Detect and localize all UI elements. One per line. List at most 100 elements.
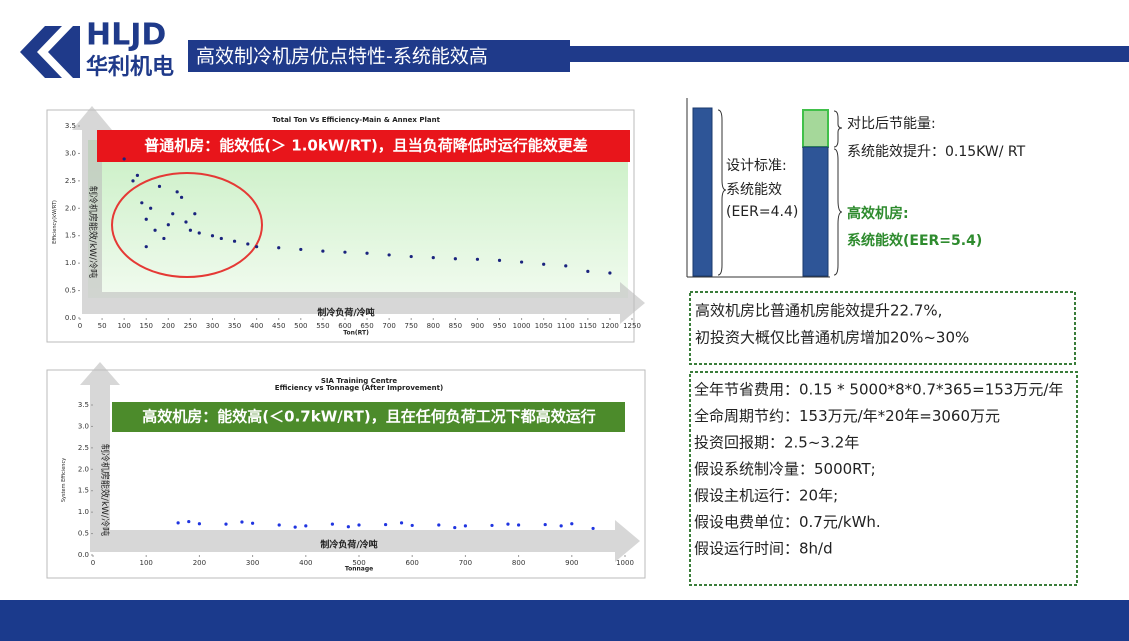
data-point xyxy=(543,522,547,527)
data-point xyxy=(608,271,612,275)
x-tick-label: 900 xyxy=(471,322,484,330)
x-tick-label: 350 xyxy=(228,322,241,330)
design-bar xyxy=(692,107,713,277)
annotation-banner xyxy=(97,130,630,162)
annotation: 高效机房：能效高(＜0.7kW/RT)，且在任何负荷工况下都高效运行 xyxy=(142,408,595,426)
efficient-bar xyxy=(802,146,829,277)
data-point xyxy=(387,253,391,257)
x-tick-label: 300 xyxy=(206,322,219,330)
annotation: 普通机房：能效低(＞ 1.0kW/RT)，且当负荷降低时运行能效更差 xyxy=(144,137,588,155)
data-point xyxy=(277,246,281,250)
data-point xyxy=(131,179,135,183)
diagram-label: 系统能效(EER=5.4) xyxy=(847,232,982,249)
y-tick-label: 3.5 xyxy=(78,401,89,409)
note-line: 全年节省费用：0.15 * 5000*8*0.7*365=153万元/年 xyxy=(694,381,1063,399)
data-point xyxy=(144,245,148,249)
highlight-circle xyxy=(111,172,263,278)
y-axis-label: System Efficiency xyxy=(61,458,67,502)
note-line: 初投资大概仅比普通机房增加20%~30% xyxy=(695,329,969,347)
x-tick-label: 550 xyxy=(316,322,329,330)
diagram-label: 对比后节能量: xyxy=(847,116,936,132)
diagram-label: 系统能效提升：0.15KW/ RT xyxy=(847,144,1026,160)
x-tick-label: 0 xyxy=(91,559,95,567)
x-axis-label: Ton(RT) xyxy=(343,330,369,337)
note-line: 全命周期节约：153万元/年*20年=3060万元 xyxy=(694,407,1000,425)
data-point xyxy=(357,523,361,527)
data-point xyxy=(166,223,170,227)
data-point xyxy=(520,260,524,264)
axis-arrows xyxy=(80,362,640,562)
annotation-banner xyxy=(112,402,625,432)
data-point xyxy=(179,195,184,199)
data-point xyxy=(384,522,388,527)
axis-arrows xyxy=(72,106,645,324)
data-point xyxy=(246,242,250,246)
x-tick-label: 700 xyxy=(382,322,395,330)
x-tick-label: 800 xyxy=(427,322,440,330)
data-point xyxy=(149,206,153,210)
x-tick-label: 950 xyxy=(493,322,506,330)
x-tick-label: 100 xyxy=(140,559,153,567)
x-axis-label-cn: 制冷负荷/冷吨 xyxy=(320,539,377,551)
data-point xyxy=(431,256,435,260)
x-tick-label: 1100 xyxy=(557,322,575,330)
data-point xyxy=(437,523,441,527)
x-tick-label: 600 xyxy=(338,322,351,330)
data-point xyxy=(193,212,197,216)
data-point xyxy=(299,247,303,252)
x-tick-label: 400 xyxy=(299,559,312,567)
x-tick-label: 1000 xyxy=(616,559,634,567)
x-tick-label: 1250 xyxy=(623,322,641,330)
y-tick-label: 3.5 xyxy=(65,122,76,130)
y-tick-label: 0.0 xyxy=(65,314,76,322)
data-point xyxy=(224,522,228,526)
data-point xyxy=(277,523,281,527)
data-point xyxy=(365,251,369,255)
data-point xyxy=(346,525,350,529)
data-point xyxy=(197,522,201,526)
logo-mark xyxy=(20,26,80,78)
data-point xyxy=(559,524,563,528)
data-point xyxy=(453,257,457,261)
data-point xyxy=(219,236,223,241)
data-point xyxy=(591,526,595,531)
x-tick-label: 300 xyxy=(246,559,259,567)
data-point xyxy=(293,525,297,529)
data-point xyxy=(176,521,180,525)
data-point xyxy=(409,254,413,259)
note-box xyxy=(689,291,1076,365)
data-point xyxy=(564,264,568,268)
data-point xyxy=(542,262,546,266)
data-point xyxy=(187,519,191,524)
diagram-label: 高效机房: xyxy=(847,205,909,222)
data-point xyxy=(184,220,188,224)
x-tick-label: 0 xyxy=(78,322,82,330)
x-tick-label: 1050 xyxy=(535,322,553,330)
y-tick-label: 2.0 xyxy=(65,204,76,212)
note-line: 假设运行时间：8h/d xyxy=(694,540,833,558)
x-tick-label: 1150 xyxy=(579,322,597,330)
saving-bar xyxy=(802,109,829,148)
chart-title: SIA Training Centre xyxy=(321,377,398,385)
y-tick-label: 0.5 xyxy=(78,530,89,538)
data-point xyxy=(232,239,237,243)
data-point xyxy=(321,249,325,253)
note-line: 假设电费单位：0.7元/kWh. xyxy=(694,513,881,531)
x-tick-label: 500 xyxy=(294,322,307,330)
data-point xyxy=(490,523,494,528)
chart-title: Total Ton Vs Efficiency-Main & Annex Pla… xyxy=(272,116,441,124)
x-tick-label: 600 xyxy=(406,559,419,567)
data-point xyxy=(255,245,259,249)
x-tick-label: 150 xyxy=(140,322,153,330)
data-point xyxy=(463,524,467,528)
chart-subtitle: Efficiency vs Tonnage (After Improvement… xyxy=(275,384,443,392)
y-tick-label: 1.0 xyxy=(65,259,76,267)
data-point xyxy=(122,157,126,161)
data-point xyxy=(171,212,175,216)
data-point xyxy=(330,522,334,526)
title-box xyxy=(188,40,570,72)
data-point xyxy=(506,522,510,526)
y-tick-label: 2.0 xyxy=(78,465,89,473)
data-point xyxy=(175,190,179,194)
